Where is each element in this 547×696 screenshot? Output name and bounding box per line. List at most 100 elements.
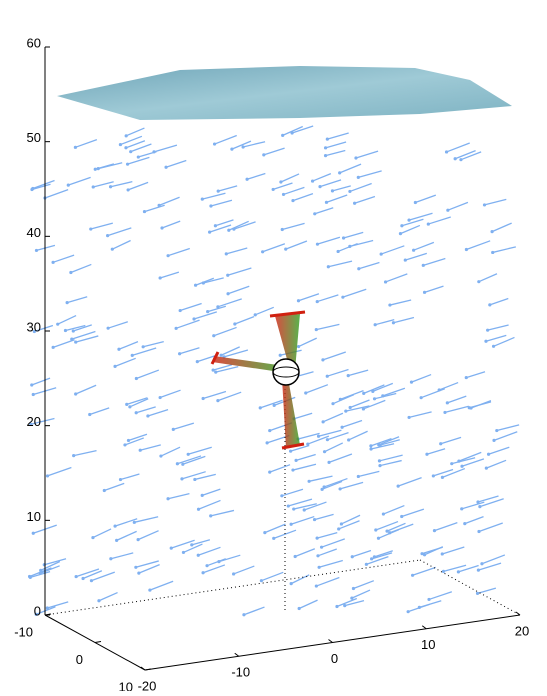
flow-arrow-head (208, 230, 212, 234)
flow-arrow (209, 224, 232, 233)
flow-arrow-head (109, 557, 113, 561)
flow-arrow (65, 324, 86, 332)
flow-arrow (317, 236, 341, 245)
flow-arrow-head (110, 247, 114, 251)
flow-arrow (290, 444, 310, 452)
flow-arrow (125, 127, 145, 137)
flow-arrow-head (102, 488, 106, 493)
flow-arrow (332, 185, 351, 192)
flow-arrow-head (159, 454, 163, 458)
flow-arrow (423, 257, 446, 266)
flow-arrow-head (227, 228, 231, 232)
flow-arrow (173, 422, 195, 430)
flow-arrow (70, 263, 92, 274)
x-tick-label: -10 (14, 624, 33, 639)
flow-arrow-head (406, 610, 410, 614)
x-tick (44, 613, 52, 616)
flow-arrow (322, 412, 344, 423)
flow-arrow (349, 399, 370, 409)
y-tick (421, 625, 427, 630)
flow-arrow (337, 242, 358, 253)
flow-arrow (319, 179, 342, 188)
flow-arrow (428, 591, 453, 601)
flow-arrow-head (440, 475, 445, 479)
flow-arrow-head (97, 599, 101, 603)
flow-arrow-head (422, 553, 427, 557)
flow-arrow (233, 221, 256, 230)
flow-arrow-head (106, 234, 110, 238)
flow-arrow-head (178, 308, 182, 313)
flow-arrow (487, 324, 509, 331)
flow-arrow (36, 244, 56, 252)
flow-arrow (114, 357, 136, 367)
flow-arrow (194, 473, 216, 481)
flow-arrow-head (63, 328, 68, 333)
flow-arrow (374, 392, 397, 400)
flow-arrow-head (291, 198, 295, 203)
flow-arrow (44, 558, 67, 566)
flow-arrow (89, 407, 110, 416)
hub (272, 366, 300, 378)
flow-arrow-head (484, 339, 488, 343)
flow-arrow (370, 438, 392, 447)
flow-arrow (283, 186, 305, 196)
flow-arrow (371, 552, 393, 560)
flow-arrow (207, 305, 227, 313)
flow-arrow (52, 254, 75, 263)
flow-arrow (220, 346, 240, 356)
flow-arrow (298, 599, 318, 610)
flow-arrow-head (315, 299, 319, 304)
flow-arrow-head (294, 458, 298, 462)
flow-arrow (469, 401, 492, 409)
flow-arrow-head (232, 572, 236, 576)
flow-arrow-head (322, 450, 327, 454)
flow-arrow-head (134, 565, 138, 569)
flow-arrow-head (70, 337, 74, 341)
flow-arrow (342, 288, 367, 298)
flow-arrow (95, 163, 115, 170)
z-tick-label: 20 (27, 414, 41, 429)
flow-arrow-head (224, 252, 228, 256)
flow-arrow (317, 294, 339, 303)
flow-arrow (246, 172, 266, 180)
flow-arrow-head (213, 224, 218, 228)
y-tick (515, 611, 521, 616)
flow-arrow (127, 181, 149, 191)
flow-arrow-head (279, 180, 283, 184)
flow-arrow-head (346, 373, 350, 378)
flow-arrow-head (175, 462, 179, 466)
flow-arrow (107, 321, 129, 329)
flow-arrow (434, 521, 458, 532)
flow-arrow (454, 149, 476, 160)
flow-arrow (308, 475, 333, 482)
flow-arrow (39, 565, 60, 574)
flow-arrow-head (196, 507, 201, 511)
flow-arrow (215, 219, 234, 227)
flow-arrow (293, 412, 313, 420)
flow-arrow (344, 599, 365, 607)
flow-arrow (421, 546, 443, 555)
vector-field (27, 125, 520, 617)
flow-arrow (352, 549, 372, 558)
flow-arrow (493, 336, 515, 347)
flow-arrow-head (200, 197, 204, 201)
flow-arrow-head (302, 508, 306, 512)
flow-arrow-head (476, 500, 480, 504)
flow-arrow-head (128, 405, 132, 409)
flow-arrow (458, 451, 482, 462)
flow-arrow (358, 170, 382, 179)
flow-arrow-head (241, 145, 245, 149)
flow-arrow-head (38, 571, 42, 575)
flow-arrow-head (93, 167, 97, 171)
flow-arrow-head (216, 398, 220, 403)
flow-arrow-head (214, 370, 218, 374)
flow-arrow (374, 318, 395, 326)
flow-arrow (31, 377, 51, 386)
flow-arrow (140, 444, 161, 451)
flow-arrow (202, 390, 227, 400)
flow-arrow-head (201, 396, 205, 401)
flow-arrow-head (181, 462, 185, 466)
flow-arrow (149, 580, 174, 591)
flow-arrow-head (286, 504, 290, 508)
flow-arrow-head (460, 464, 464, 468)
